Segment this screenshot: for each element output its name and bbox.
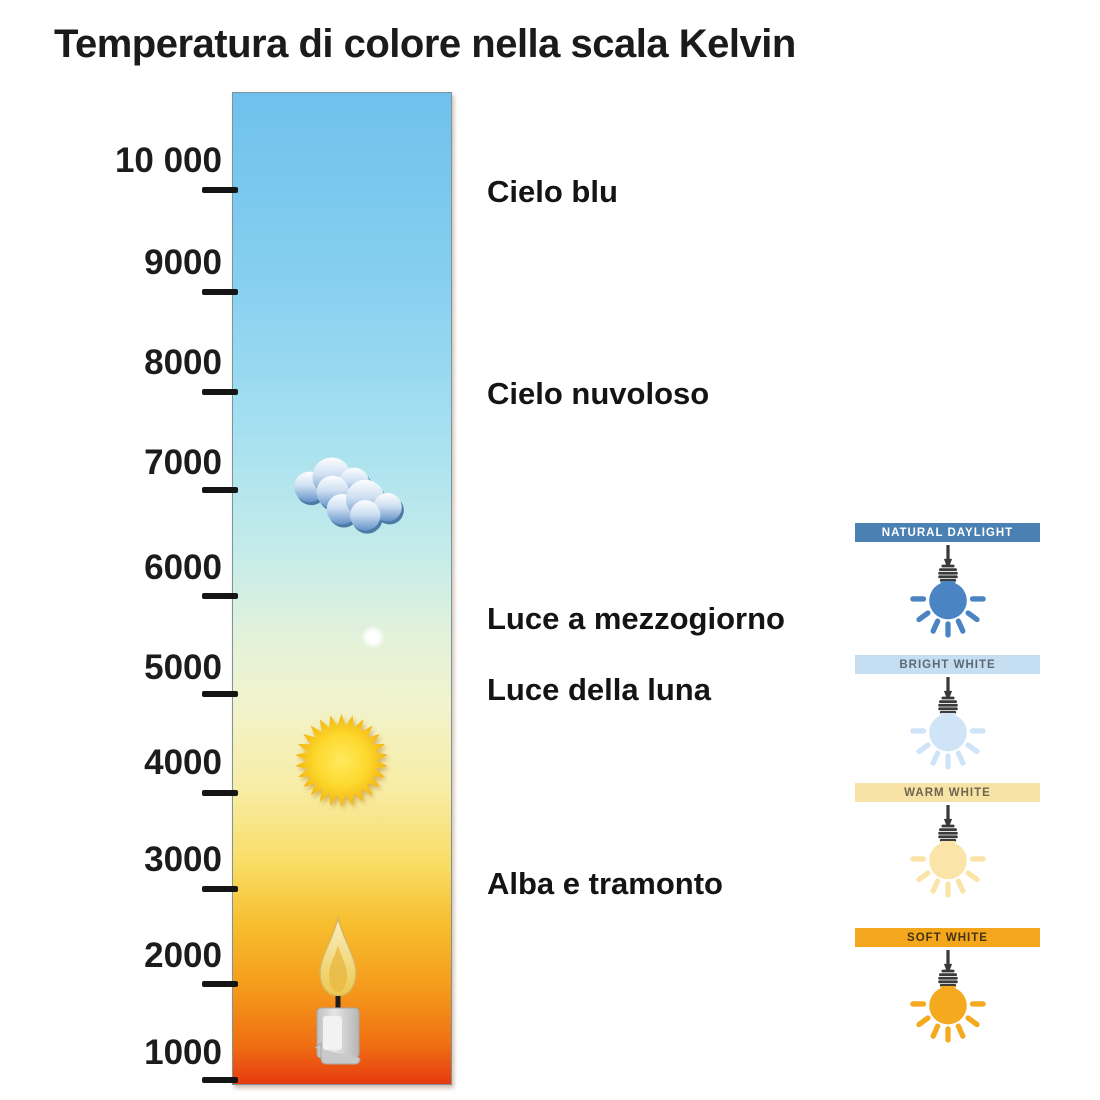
light-bulb-icon: [899, 805, 997, 899]
bulb-panel-warm-white: WARM WHITE: [855, 783, 1040, 899]
clouds-icon: [294, 457, 404, 534]
bulb-panel-bright-white: BRIGHT WHITE: [855, 655, 1040, 771]
kelvin-tick-label: 5000: [144, 648, 222, 687]
kelvin-tick-mark: [202, 289, 238, 295]
kelvin-tick-label: 6000: [144, 548, 222, 587]
kelvin-annotation-label: Alba e tramonto: [487, 866, 723, 901]
bulb-banner: WARM WHITE: [855, 783, 1040, 802]
kelvin-tick-label: 7000: [144, 443, 222, 482]
kelvin-tick-mark: [202, 487, 238, 493]
bulb-banner: NATURAL DAYLIGHT: [855, 523, 1040, 542]
light-bulb-icon: [899, 545, 997, 639]
bulb-panel-soft-white: SOFT WHITE: [855, 928, 1040, 1044]
kelvin-tick-label: 1000: [144, 1033, 222, 1072]
bulb-banner-label: WARM WHITE: [904, 787, 991, 799]
kelvin-tick-mark: [202, 790, 238, 796]
kelvin-annotation-label: Luce a mezzogiorno: [487, 601, 785, 636]
kelvin-annotation-label: Cielo nuvoloso: [487, 376, 710, 411]
kelvin-gradient-bar: [232, 92, 452, 1085]
page-title: Temperatura di colore nella scala Kelvin: [54, 22, 796, 66]
light-bulb-icon: [899, 950, 997, 1044]
kelvin-tick-mark: [202, 1077, 238, 1083]
kelvin-tick-mark: [202, 187, 238, 193]
kelvin-tick-label: 9000: [144, 243, 222, 282]
candle-icon: [314, 915, 361, 1065]
bulb-banner: SOFT WHITE: [855, 928, 1040, 947]
bulb-banner-label: BRIGHT WHITE: [899, 659, 996, 671]
bulb-banner-label: NATURAL DAYLIGHT: [881, 527, 1014, 539]
light-bulb-icon: [899, 677, 997, 771]
bulb-banner: BRIGHT WHITE: [855, 655, 1040, 674]
kelvin-tick-mark: [202, 389, 238, 395]
kelvin-tick-mark: [202, 691, 238, 697]
kelvin-tick-mark: [202, 886, 238, 892]
kelvin-tick-label: 2000: [144, 936, 222, 975]
kelvin-tick-label: 4000: [144, 743, 222, 782]
kelvin-annotation-label: Luce della luna: [487, 672, 711, 707]
kelvin-tick-mark: [202, 593, 238, 599]
sun-icon: [295, 713, 388, 808]
kelvin-tick-label: 10 000: [114, 141, 222, 180]
kelvin-annotation-label: Cielo blu: [487, 174, 618, 209]
kelvin-tick-label: 8000: [144, 343, 222, 382]
kelvin-tick-label: 3000: [144, 840, 222, 879]
bulb-banner-label: SOFT WHITE: [907, 932, 988, 944]
bulb-panel-natural-daylight: NATURAL DAYLIGHT: [855, 523, 1040, 639]
kelvin-tick-mark: [202, 981, 238, 987]
glow-dot-icon: [361, 626, 385, 648]
